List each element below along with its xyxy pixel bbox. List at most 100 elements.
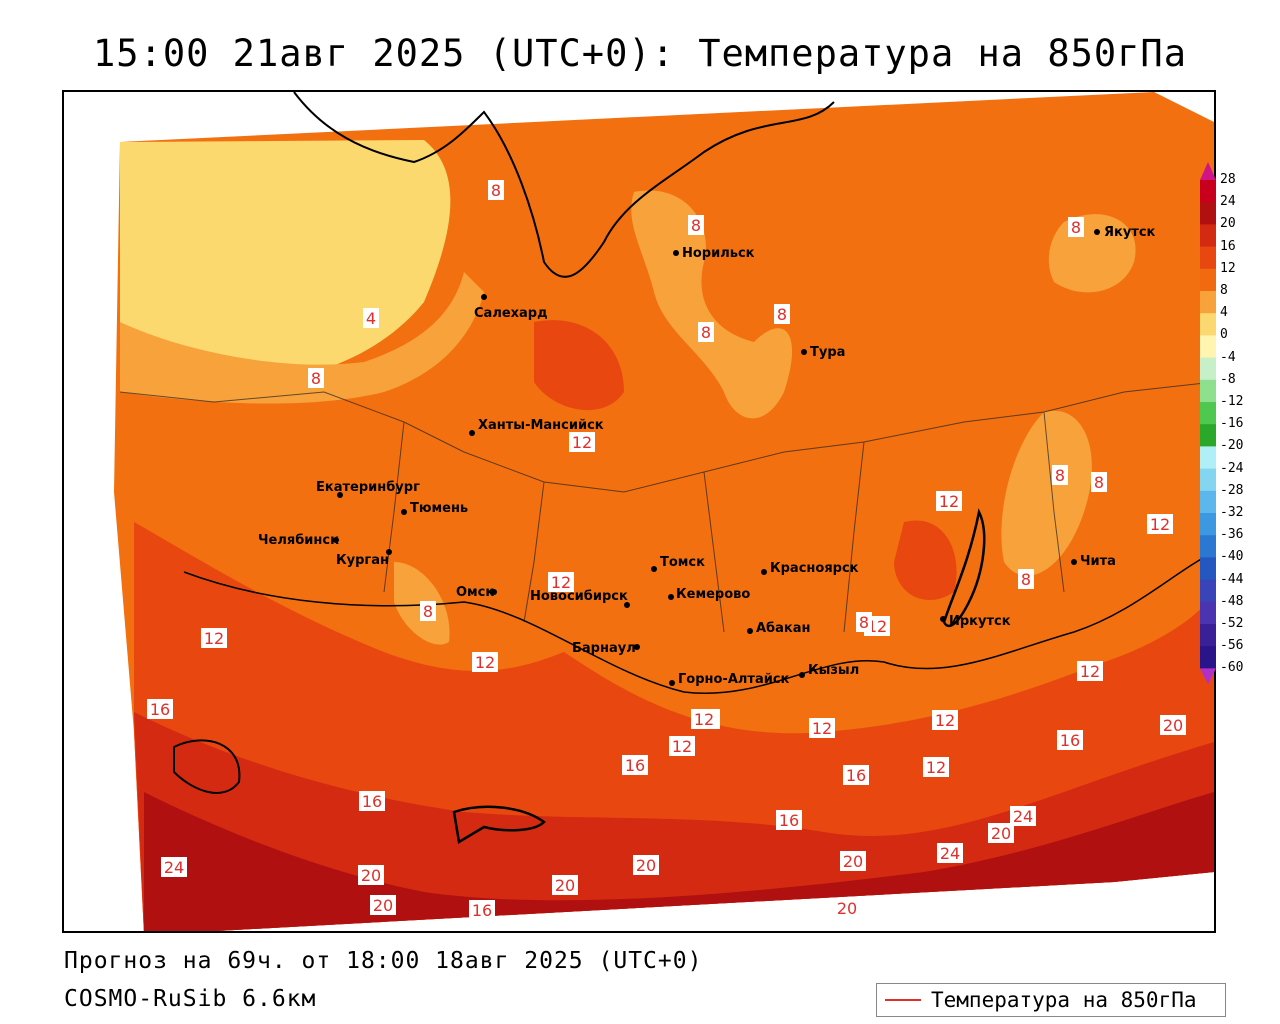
svg-text:20: 20 [991, 824, 1011, 843]
map-title: 15:00 21авг 2025 (UTC+0): Температура на… [93, 32, 1187, 75]
city-tomsk: Томск [651, 555, 705, 572]
isotherm-label: 4 [363, 308, 379, 328]
city-salekhard: Салехард [474, 294, 548, 321]
isotherm-label: 8 [1052, 465, 1068, 485]
city-kemerovo: Кемерово [668, 587, 750, 602]
svg-text:Салехард: Салехард [474, 306, 548, 321]
isotherm-label: 12 [1077, 661, 1103, 681]
legend-line-swatch [885, 999, 921, 1001]
colorbar-tick-label: -8 [1220, 371, 1236, 387]
svg-text:12: 12 [935, 711, 955, 730]
svg-text:Норильск: Норильск [682, 246, 755, 261]
city-khanty-mansiysk: Ханты-Мансийск [469, 418, 604, 436]
city-chelyabinsk: Челябинск [258, 533, 339, 548]
colorbar-segment [1200, 468, 1216, 492]
svg-text:16: 16 [846, 766, 866, 785]
isotherm-label: 8 [1091, 472, 1107, 492]
city-gorno-altaysk: Горно-Алтайск [669, 672, 790, 687]
city-tyumen: Тюмень [401, 501, 468, 516]
isotherm-label: 8 [856, 612, 872, 632]
svg-text:20: 20 [636, 856, 656, 875]
isotherm-label: 16 [843, 765, 869, 785]
isotherm-label: 20 [988, 823, 1014, 843]
city-krasnoyarsk: Красноярск [761, 561, 859, 576]
colorbar-tick-label: -56 [1220, 638, 1244, 654]
city-chita: Чита [1071, 554, 1116, 569]
svg-text:16: 16 [472, 901, 492, 920]
isotherm-label: 12 [1147, 514, 1173, 534]
colorbar-scale [1200, 162, 1216, 685]
isotherm-label: 20 [633, 855, 659, 875]
colorbar-tick-label: 8 [1220, 283, 1228, 298]
colorbar-tick-label: -24 [1220, 460, 1244, 476]
lake-balkhash [452, 805, 546, 845]
model-info: COSMO-RuSib 6.6км [64, 986, 317, 1012]
svg-text:Абакан: Абакан [756, 621, 811, 636]
isotherm-label: 12 [472, 652, 498, 672]
isotherm-label: 24 [161, 857, 187, 877]
cool-patch-norilsk [631, 190, 793, 419]
svg-text:Кемерово: Кемерово [676, 587, 750, 602]
city-yakutsk: Якутск [1094, 225, 1156, 240]
svg-text:20: 20 [555, 876, 575, 895]
svg-text:24: 24 [940, 844, 960, 863]
isotherm-label: 8 [698, 322, 714, 342]
colorbar-segment [1200, 513, 1216, 536]
temperature-colorbar: 28 24 20 16 12 8 4 0 -4 -8 -12 -16 -20 -24 -28 -32 -36 -4… [1198, 158, 1258, 698]
isotherm-label: 20 [840, 851, 866, 871]
colorbar-tick-label: -32 [1220, 505, 1244, 520]
isotherm-label: 16 [147, 699, 173, 719]
colorbar-segment [1200, 424, 1216, 447]
colorbar-tick-label: -36 [1220, 527, 1244, 543]
svg-text:12: 12 [1150, 515, 1170, 534]
colorbar-tick-label: -16 [1220, 416, 1244, 432]
colorbar-tick-label: -28 [1220, 482, 1244, 498]
isotherm-label: 20 [834, 898, 860, 918]
city-irkutsk: Иркутск [940, 614, 1011, 629]
svg-text:8: 8 [859, 613, 869, 632]
isotherm-label: 8 [1018, 569, 1034, 589]
colorbar-top-arrow [1200, 162, 1216, 180]
isotherm-label: 8 [688, 215, 704, 235]
city-novosibirsk: Новосибирск [530, 589, 630, 608]
colorbar-segment [1200, 357, 1216, 381]
isotherm-label: 12 [809, 718, 835, 738]
svg-text:Ханты-Мансийск: Ханты-Мансийск [478, 418, 604, 433]
lake-aral [173, 739, 241, 794]
colorbar-segment [1200, 246, 1216, 270]
svg-text:12: 12 [572, 433, 592, 452]
svg-text:24: 24 [164, 858, 184, 877]
svg-text:20: 20 [361, 866, 381, 885]
svg-text:Барнаул: Барнаул [572, 641, 636, 656]
isotherm-label: 12 [548, 572, 574, 592]
colorbar-bottom-arrow [1200, 668, 1216, 685]
city-tura: Тура [801, 345, 845, 360]
svg-text:Тура: Тура [810, 345, 845, 360]
colorbar-tick-label: 24 [1220, 194, 1236, 210]
city-omsk: Омск [456, 585, 497, 600]
temperature-map: Салехард Норильск Якутск Тура Ханты-Манс… [62, 90, 1216, 933]
colorbar-segment [1200, 535, 1216, 558]
svg-text:8: 8 [1021, 570, 1031, 589]
cooler-band-nw [120, 272, 484, 404]
colorbar-segment [1200, 291, 1216, 314]
isotherm-label: 12 [932, 710, 958, 730]
svg-text:12: 12 [672, 737, 692, 756]
isotherm-label: 8 [488, 180, 504, 200]
svg-text:16: 16 [779, 811, 799, 830]
svg-text:16: 16 [362, 792, 382, 811]
colorbar-tick-label: -60 [1220, 660, 1244, 676]
colorbar-segment [1200, 624, 1216, 647]
city-barnaul: Барнаул [572, 641, 640, 656]
colorbar-tick-label: -40 [1220, 549, 1244, 565]
national-border-south [183, 551, 1214, 694]
svg-text:Челябинск: Челябинск [258, 533, 339, 548]
coastline-north [293, 92, 835, 278]
colorbar-tick-label: 28 [1220, 172, 1236, 187]
colorbar-segment [1200, 402, 1216, 425]
colorbar-segment [1200, 224, 1216, 248]
city-abakan: Абакан [747, 621, 811, 636]
warm-patch-irkutsk [894, 520, 957, 601]
svg-text:8: 8 [1094, 473, 1104, 492]
colorbar-segment [1200, 379, 1216, 403]
